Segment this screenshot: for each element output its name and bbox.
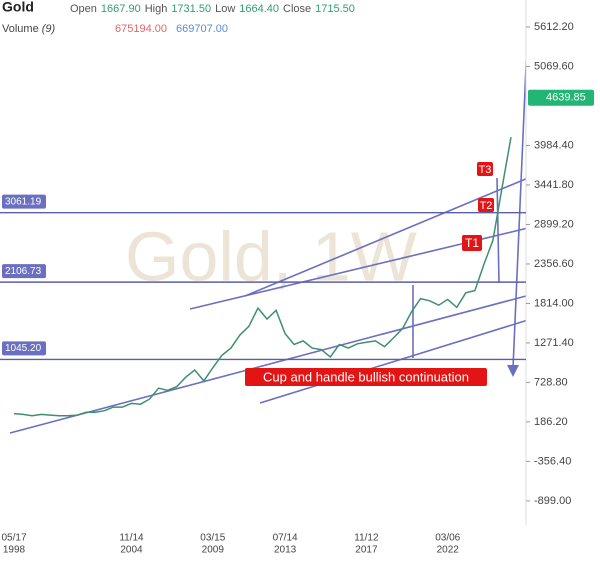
x-tick-label: 03/15: [200, 533, 225, 544]
header: Gold Volume (9) 675194.00 669707.00 Open…: [2, 0, 355, 35]
ohlc-value: 1731.50: [171, 3, 211, 15]
x-tick-year: 2013: [274, 545, 297, 556]
y-tick-label: 2356.60: [534, 258, 574, 270]
annotation-box: [462, 235, 482, 251]
watermark: Gold, 1W: [125, 217, 417, 295]
y-tick-label: 2899.20: [534, 218, 574, 230]
volume-period: (9): [42, 23, 56, 35]
annotation-box: [478, 198, 494, 212]
annotation: T3: [479, 164, 492, 176]
symbol: Gold: [2, 0, 34, 15]
y-tick-label: 5612.20: [534, 21, 574, 33]
ohlc-label: Low: [215, 3, 235, 15]
ohlc-value: 1667.90: [101, 3, 141, 15]
ohlc-label: Open: [70, 3, 97, 15]
y-tick-label: 3984.40: [534, 139, 574, 151]
x-tick-label: 05/17: [1, 533, 26, 544]
price-line: [13, 136, 512, 417]
y-tick-label: 3441.80: [534, 179, 574, 191]
last-price-tag: [528, 89, 594, 106]
annotation: T2: [480, 200, 493, 212]
level-label: 1045.20: [5, 343, 42, 354]
level-tag: [2, 341, 46, 356]
ohlc-value: 1664.40: [239, 3, 279, 15]
y-axis-panel: [526, 0, 600, 558]
x-tick-year: 2017: [355, 545, 378, 556]
ohlc-label: High: [145, 3, 168, 15]
y-tick-label: -899.00: [534, 495, 571, 507]
level-label: 2106.73: [5, 266, 42, 277]
volume-label-text: Volume: [2, 23, 39, 35]
y-tick-label: 1814.00: [534, 297, 574, 309]
x-tick-label: 11/14: [119, 533, 144, 544]
x-tick-label: 03/06: [435, 533, 460, 544]
level-tag: [2, 194, 46, 209]
level-tag: [2, 264, 46, 279]
last-price-label: 4639.85: [546, 92, 586, 104]
level-label: 3061.19: [5, 196, 42, 207]
ohlc-value: 1715.50: [315, 3, 355, 15]
annotation: T1: [465, 236, 479, 250]
volume-value: 675194.00: [115, 23, 167, 35]
annotation-box: [245, 368, 487, 386]
x-tick-year: 1998: [3, 545, 26, 556]
y-tick-label: -356.40: [534, 455, 571, 467]
trend-lines: [9, 19, 529, 434]
x-tick-year: 2022: [437, 545, 460, 556]
x-tick-label: 11/12: [354, 533, 379, 544]
annotation: Cup and handle bullish continuation: [263, 369, 469, 384]
y-tick-label: 728.80: [534, 376, 568, 388]
y-tick-label: 186.20: [534, 416, 568, 428]
volume-label: Volume (9): [2, 23, 56, 35]
x-tick-year: 2009: [202, 545, 225, 556]
volume-value: 669707.00: [176, 23, 228, 35]
y-tick-label: 5069.60: [534, 60, 574, 72]
y-tick-label: 1271.40: [534, 337, 574, 349]
annotation-box: [477, 162, 493, 176]
ohlc-label: Close: [283, 3, 311, 15]
x-tick-label: 07/14: [273, 533, 298, 544]
x-tick-year: 2004: [120, 545, 143, 556]
